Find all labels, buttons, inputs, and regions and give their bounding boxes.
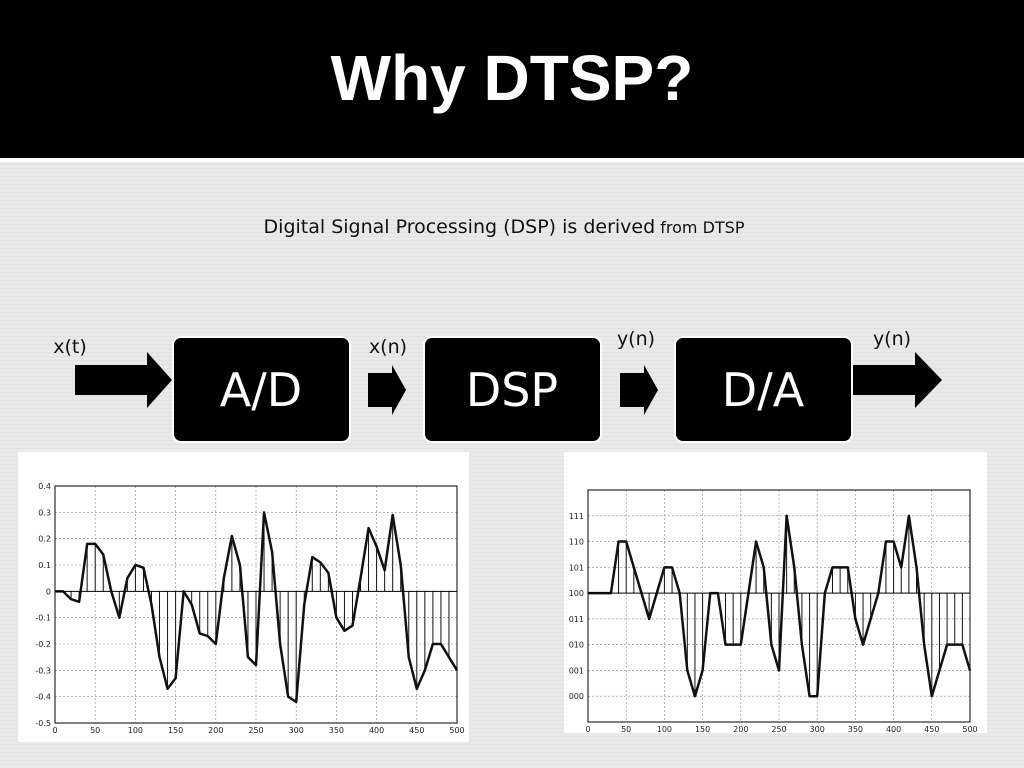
- subtitle-main: Digital Signal Processing (DSP) is deriv…: [264, 216, 656, 238]
- arrow: [852, 352, 942, 408]
- y-tick-label: -0.2: [35, 640, 51, 649]
- y-tick-label: 0.1: [38, 561, 51, 570]
- arrow: [75, 352, 172, 408]
- block: [172, 336, 351, 443]
- y-tick-label: -0.4: [35, 693, 51, 702]
- y-tick-label: 0.4: [38, 482, 51, 491]
- x-tick-label: 400: [886, 725, 901, 734]
- arrow: [620, 365, 658, 415]
- x-tick-label: 0: [585, 725, 590, 734]
- block-label: A/D: [220, 363, 302, 417]
- y-tick-label: 001: [569, 666, 584, 675]
- x-tick-label: 100: [128, 726, 143, 735]
- x-tick-label: 150: [695, 725, 710, 734]
- x-tick-label: 350: [329, 726, 344, 735]
- signal-label: y(n): [617, 328, 655, 350]
- x-tick-label: 200: [733, 725, 748, 734]
- x-tick-label: 50: [621, 725, 631, 734]
- y-tick-label: -0.1: [35, 614, 51, 623]
- y-tick-label: 000: [569, 692, 584, 701]
- x-tick-label: 450: [924, 725, 939, 734]
- header-rule: [0, 158, 1024, 162]
- x-tick-label: 300: [810, 725, 825, 734]
- block-label: DSP: [466, 363, 558, 417]
- x-tick-label: 250: [771, 725, 786, 734]
- y-tick-label: 111: [569, 512, 584, 521]
- block-label: D/A: [722, 363, 805, 417]
- x-tick-label: 100: [657, 725, 672, 734]
- y-tick-label: 011: [569, 615, 584, 624]
- block: [423, 336, 602, 443]
- block: [674, 336, 853, 443]
- y-tick-label: -0.5: [35, 719, 51, 728]
- y-tick-label: 0: [46, 587, 51, 596]
- arrow: [368, 365, 406, 415]
- y-tick-label: 0.3: [38, 508, 51, 517]
- x-tick-label: 350: [848, 725, 863, 734]
- x-tick-label: 500: [962, 725, 977, 734]
- signal-label: y(n): [873, 328, 911, 350]
- y-tick-label: 100: [569, 589, 584, 598]
- y-tick-label: 010: [569, 641, 584, 650]
- header-bar: [0, 0, 1024, 158]
- subtitle-small: from DTSP: [660, 218, 745, 237]
- x-tick-label: 200: [208, 726, 223, 735]
- signal-label: x(n): [369, 336, 407, 358]
- x-tick-label: 300: [289, 726, 304, 735]
- y-tick-label: -0.3: [35, 666, 51, 675]
- title: Why DTSP?: [331, 42, 694, 114]
- x-tick-label: 500: [449, 726, 464, 735]
- x-tick-label: 450: [409, 726, 424, 735]
- signal-line: [55, 511, 459, 704]
- x-tick-label: 0: [52, 726, 57, 735]
- y-tick-label: 101: [569, 563, 584, 572]
- x-tick-label: 150: [168, 726, 183, 735]
- subtitle: Digital Signal Processing (DSP) is deriv…: [264, 216, 745, 238]
- x-tick-label: 50: [90, 726, 100, 735]
- signal-line: [588, 514, 972, 698]
- plot-panel: [564, 452, 987, 733]
- x-tick-label: 400: [369, 726, 384, 735]
- x-tick-label: 250: [248, 726, 263, 735]
- y-tick-label: 0.2: [38, 535, 51, 544]
- y-tick-label: 110: [569, 538, 584, 547]
- signal-label: x(t): [53, 336, 87, 358]
